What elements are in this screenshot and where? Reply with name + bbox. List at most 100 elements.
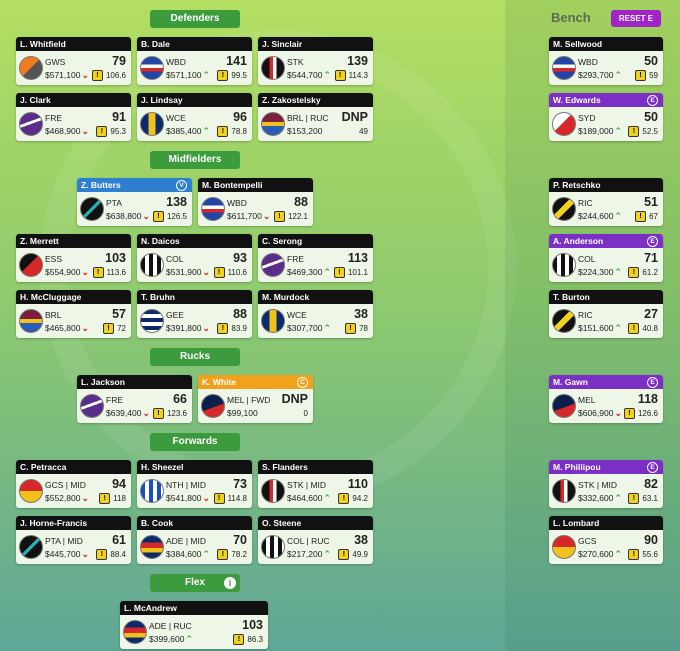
player-score: 27 — [644, 307, 658, 321]
price-trend: ⌄ — [202, 323, 210, 333]
player-card[interactable]: T. Bruhn GEE 88 $391,800 83.9 ⌄! — [137, 290, 252, 338]
reset-button[interactable]: RESET E — [611, 10, 661, 27]
section-title: Rucks — [150, 348, 240, 366]
price-trend: ⌃ — [614, 549, 622, 559]
flag-icon: ! — [635, 70, 647, 81]
team-guernsey — [552, 394, 576, 418]
player-team: GWS — [45, 57, 66, 67]
player-name: M. Bontempelli — [198, 178, 313, 192]
player-card[interactable]: L. Whitfield GWS 79 $571,100 106.6 ⌄! — [16, 37, 131, 85]
player-score: 90 — [644, 533, 658, 547]
player-price: $469,300 — [287, 267, 323, 277]
player-card[interactable]: H. Sheezel NTH | MID 73 $541,800 114.8 ⌄! — [137, 460, 252, 508]
player-average: 114.3 — [348, 71, 368, 80]
player-price: $606,900 — [578, 408, 614, 418]
player-card[interactable]: T. Burton RIC 27 $151,600 40.8 ⌃! — [549, 290, 663, 338]
player-score: 61 — [112, 533, 126, 547]
player-card[interactable]: M. Murdock WCE 38 $307,700 78 ⌃! — [258, 290, 373, 338]
player-score: 38 — [354, 307, 368, 321]
player-card[interactable]: Z. Zakostelsky BRL | RUC DNP $153,200 49 — [258, 93, 373, 141]
player-average: 55.6 — [642, 550, 658, 559]
player-card[interactable]: N. Daicos COL 93 $531,900 110.6 ⌄! — [137, 234, 252, 282]
player-name: L. Lombard — [549, 516, 663, 530]
player-card[interactable]: M. Phillipou E STK | MID 82 $332,600 63.1 ⌃! — [549, 460, 663, 508]
player-average: 95.3 — [110, 127, 126, 136]
player-average: 52.5 — [642, 127, 658, 136]
team-guernsey — [140, 253, 164, 277]
info-icon[interactable]: i — [224, 577, 236, 589]
player-average: 67 — [649, 212, 658, 221]
player-card[interactable]: W. Edwards E SYD 50 $189,000 52.5 ⌃! — [549, 93, 663, 141]
player-card[interactable]: M. Sellwood WBD 50 $293,700 59 ⌃! — [549, 37, 663, 85]
player-average: 49.9 — [352, 550, 368, 559]
team-guernsey — [261, 309, 285, 333]
player-card[interactable]: Z. Butters V PTA 138 $638,800 126.5 ⌄! — [77, 178, 192, 226]
player-team: ADE | RUC — [149, 621, 192, 631]
player-name: L. Jackson — [77, 375, 192, 389]
price-trend: ⌃ — [323, 267, 331, 277]
team-guernsey — [19, 479, 43, 503]
flag-icon: ! — [217, 549, 229, 560]
player-card[interactable]: J. Sinclair STK 139 $544,700 114.3 ⌃! — [258, 37, 373, 85]
player-card[interactable]: M. Gawn E MEL 118 $606,900 126.6 ⌄! — [549, 375, 663, 423]
player-price: $639,400 — [106, 408, 142, 418]
player-card[interactable]: K. White C MEL | FWD DNP $99,100 0 — [198, 375, 313, 423]
player-card[interactable]: Z. Merrett ESS 103 $554,900 113.6 ⌄! — [16, 234, 131, 282]
player-name: H. McCluggage — [16, 290, 131, 304]
player-price: $468,900 — [45, 126, 81, 136]
player-card[interactable]: L. Jackson FRE 66 $639,400 123.6 ⌄! — [77, 375, 192, 423]
player-team: FRE — [45, 113, 62, 123]
team-guernsey — [19, 309, 43, 333]
player-card[interactable]: H. McCluggage BRL 57 $465,800 72 ⌄! — [16, 290, 131, 338]
player-card[interactable]: L. McAndrew ADE | RUC 103 $399,600 86.3 ⌃! — [120, 601, 268, 649]
player-card[interactable]: B. Dale WBD 141 $571,100 99.5 ⌃! — [137, 37, 252, 85]
player-average: 72 — [117, 324, 126, 333]
player-average: 99.5 — [231, 71, 247, 80]
section-title: Defenders — [150, 10, 240, 28]
player-team: COL — [578, 254, 596, 264]
player-card[interactable]: P. Retschko RIC 51 $244,600 67 ⌃! — [549, 178, 663, 226]
player-score: DNP — [281, 392, 308, 406]
player-card[interactable]: M. Bontempelli WBD 88 $611,700 122.1 ⌄! — [198, 178, 313, 226]
player-card[interactable]: C. Serong FRE 113 $469,300 101.1 ⌃! — [258, 234, 373, 282]
player-card[interactable]: S. Flanders STK | MID 110 $464,600 94.2 ⌃! — [258, 460, 373, 508]
player-card[interactable]: A. Anderson E COL 71 $224,300 61.2 ⌃! — [549, 234, 663, 282]
player-score: 118 — [637, 392, 658, 406]
player-score: 93 — [233, 251, 247, 265]
player-card[interactable]: J. Clark FRE 91 $468,900 95.3 ⌄! — [16, 93, 131, 141]
player-team: BRL — [45, 310, 62, 320]
player-card[interactable]: J. Horne-Francis PTA | MID 61 $445,700 88.4 ⌄… — [16, 516, 131, 564]
player-name: J. Clark — [16, 93, 131, 107]
player-price: $391,800 — [166, 323, 202, 333]
player-team: GEE — [166, 310, 184, 320]
player-card[interactable]: O. Steene COL | RUC 38 $217,200 49.9 ⌃! — [258, 516, 373, 564]
player-card[interactable]: B. Cook ADE | MID 70 $384,600 78.2 ⌃! — [137, 516, 252, 564]
player-average: 40.8 — [642, 324, 658, 333]
price-trend: ⌃ — [614, 70, 622, 80]
player-card[interactable]: J. Lindsay WCE 96 $385,400 78.8 ⌃! — [137, 93, 252, 141]
player-name: L. Whitfield — [16, 37, 131, 51]
player-price: $217,200 — [287, 549, 323, 559]
player-average: 88.4 — [110, 550, 126, 559]
flag-icon: ! — [217, 323, 229, 334]
player-score: 51 — [644, 195, 658, 209]
section-title-text: Flex — [184, 577, 205, 588]
team-guernsey — [201, 197, 225, 221]
player-average: 106.6 — [105, 71, 126, 80]
price-trend: ⌄ — [142, 408, 150, 418]
player-price: $293,700 — [578, 70, 614, 80]
player-price: $189,000 — [578, 126, 614, 136]
player-card[interactable]: C. Petracca GCS | MID 94 $552,800 118 ⌄! — [16, 460, 131, 508]
flag-icon: ! — [152, 211, 164, 222]
player-card[interactable]: L. Lombard GCS 90 $270,600 55.6 ⌃! — [549, 516, 663, 564]
price-trend: ⌄ — [81, 549, 89, 559]
player-price: $464,600 — [287, 493, 323, 503]
player-name: M. Gawn E — [549, 375, 663, 389]
player-score: 70 — [233, 533, 247, 547]
player-score: 82 — [644, 477, 658, 491]
price-trend: ⌄ — [81, 126, 89, 136]
player-score: 71 — [644, 251, 658, 265]
player-team: STK — [287, 57, 304, 67]
player-team: ESS — [45, 254, 63, 264]
player-score: 139 — [347, 54, 368, 68]
